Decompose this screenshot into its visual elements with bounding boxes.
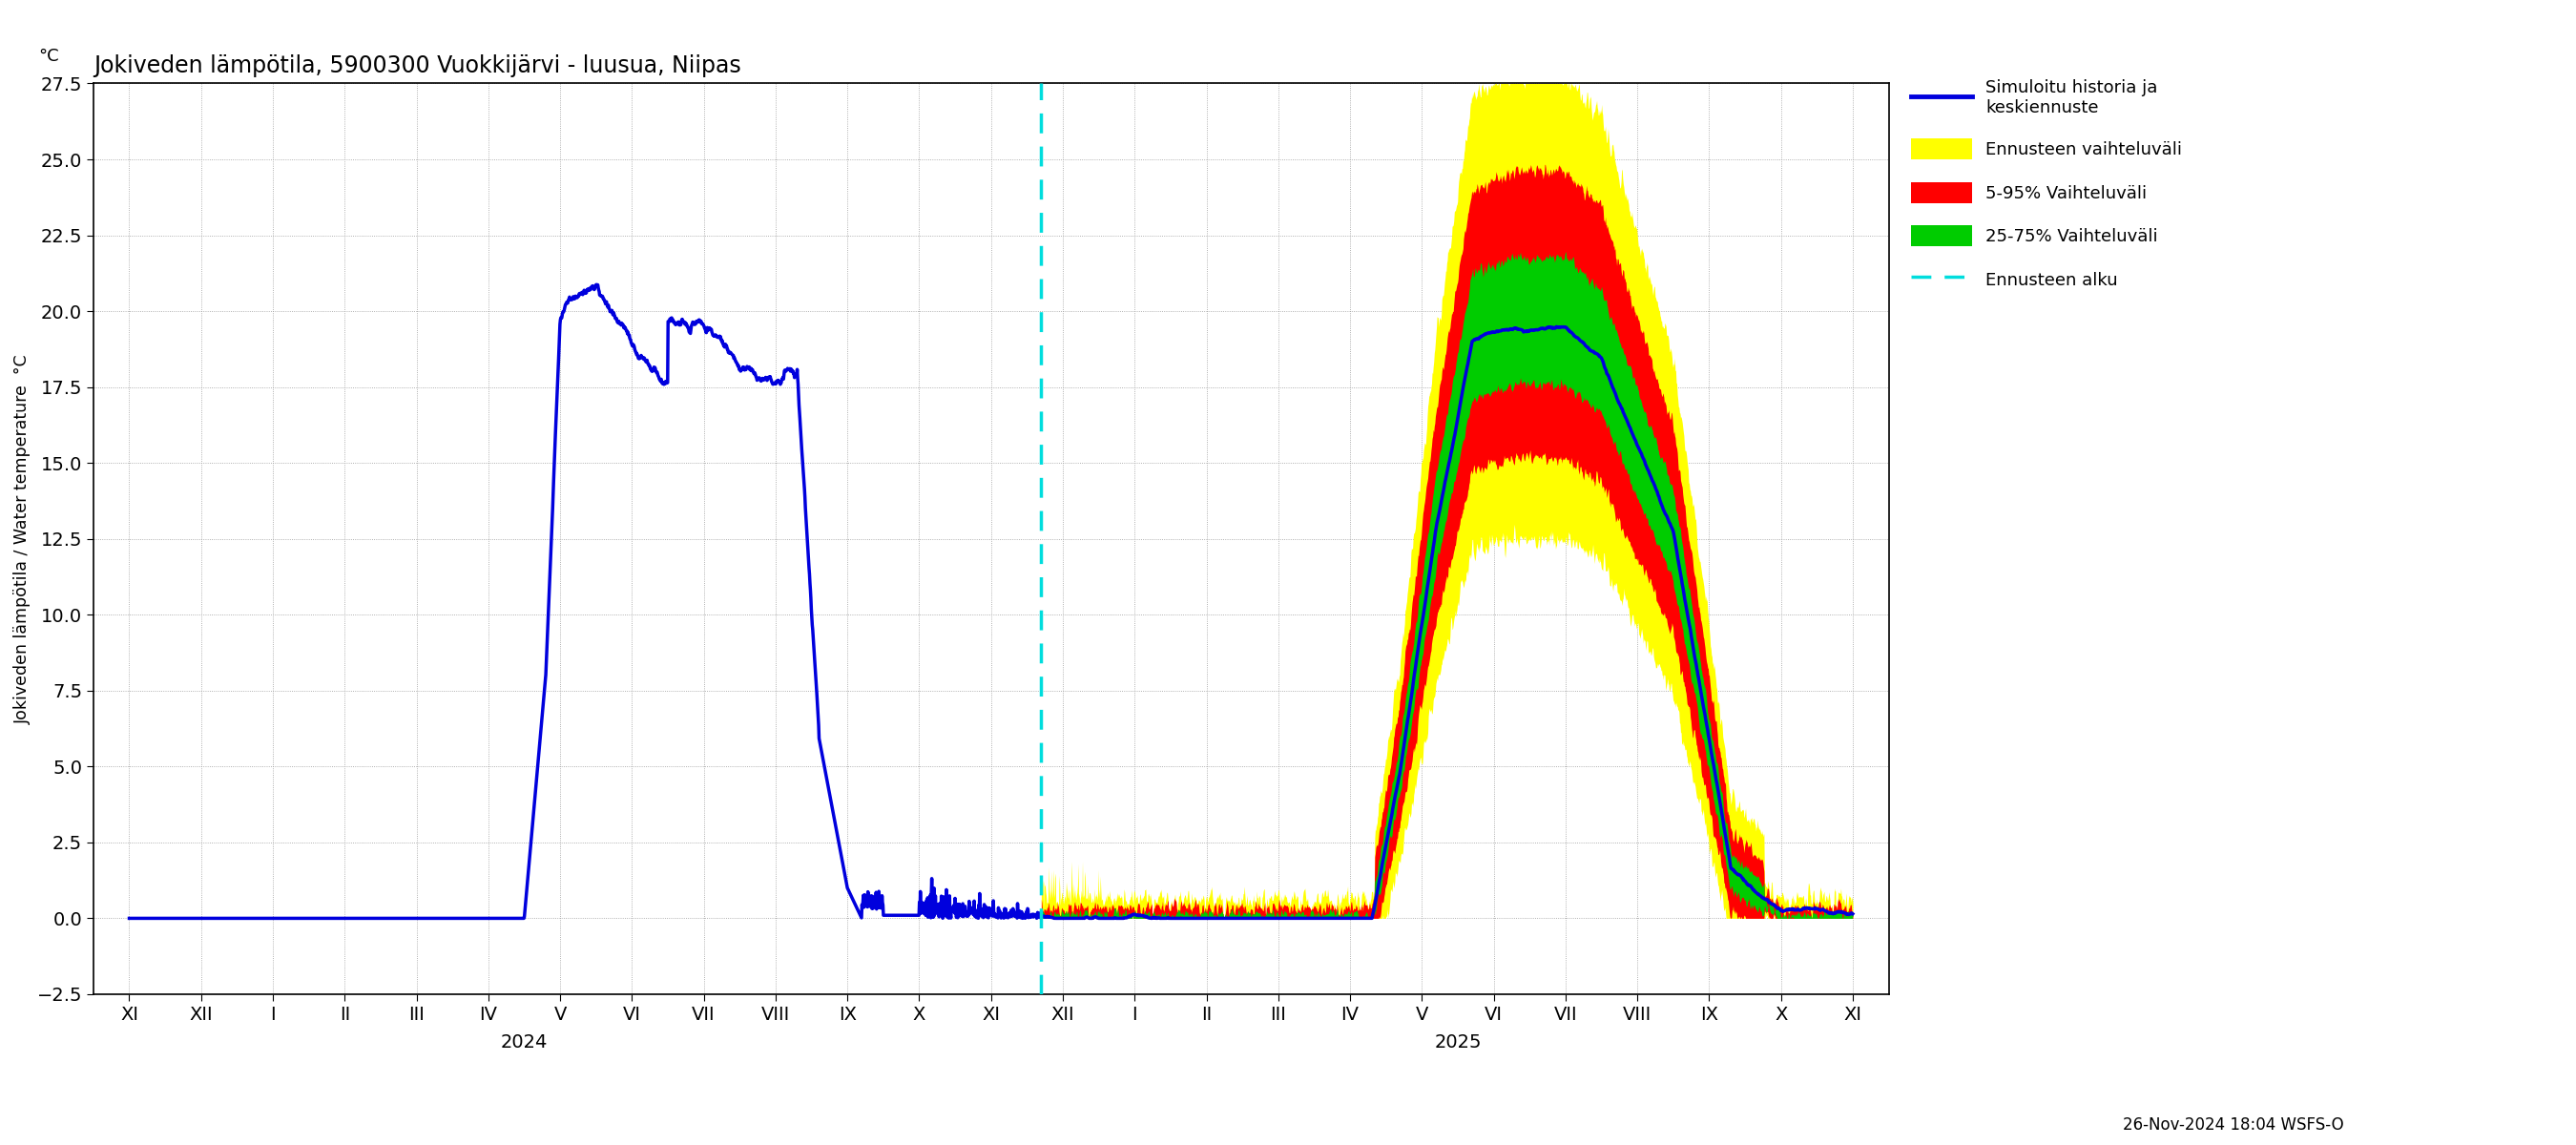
Text: Jokiveden lämpötila, 5900300 Vuokkijärvi - luusua, Niipas: Jokiveden lämpötila, 5900300 Vuokkijärvi… bbox=[93, 55, 742, 78]
Text: 26-Nov-2024 18:04 WSFS-O: 26-Nov-2024 18:04 WSFS-O bbox=[2123, 1116, 2344, 1134]
Legend: Simuloitu historia ja
keskiennuste, Ennusteen vaihteluväli, 5-95% Vaihteluväli, : Simuloitu historia ja keskiennuste, Ennu… bbox=[1906, 74, 2187, 295]
Text: °C: °C bbox=[39, 48, 59, 65]
Y-axis label: Jokiveden lämpötila / Water temperature  °C: Jokiveden lämpötila / Water temperature … bbox=[15, 354, 31, 724]
Text: 2024: 2024 bbox=[500, 1034, 549, 1052]
Text: 2025: 2025 bbox=[1435, 1034, 1481, 1052]
